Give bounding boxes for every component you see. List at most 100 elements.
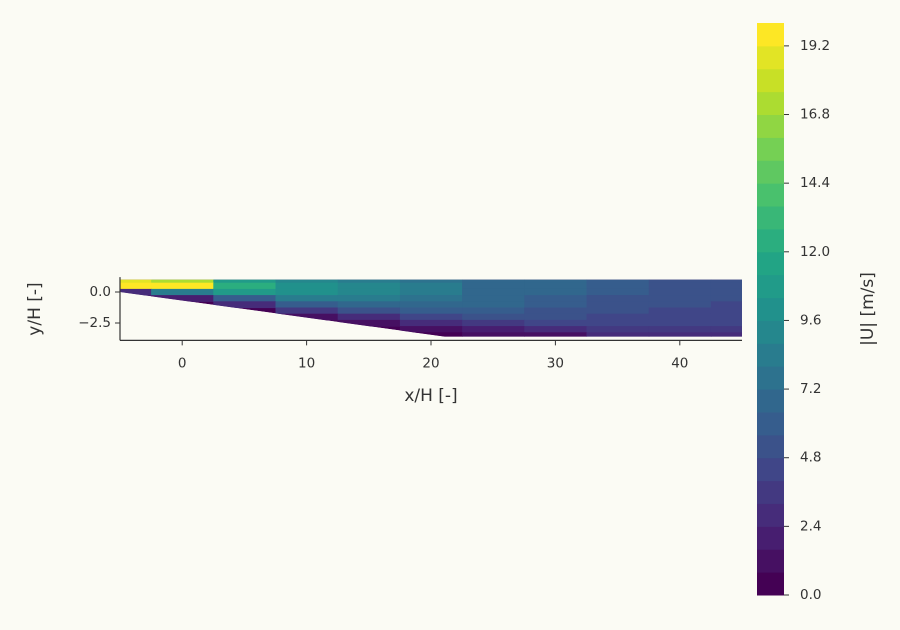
contour-cell bbox=[337, 288, 401, 296]
contour-cell bbox=[648, 288, 712, 296]
contour-cell bbox=[275, 288, 339, 296]
contour-cell bbox=[275, 282, 339, 290]
contour-cell bbox=[337, 307, 401, 315]
colorbar-band bbox=[757, 137, 784, 161]
contour-cell bbox=[524, 295, 588, 302]
contour-cell bbox=[213, 288, 277, 296]
contour-cell bbox=[710, 282, 742, 290]
colorbar-tick-label: 16.8 bbox=[800, 107, 830, 123]
contour-cell bbox=[462, 301, 525, 309]
colorbar-label: |U| [m/s] bbox=[858, 272, 878, 346]
contour-cell bbox=[710, 301, 742, 309]
contour-cell bbox=[151, 279, 214, 284]
colorbar-tick-label: 2.4 bbox=[800, 518, 821, 534]
colorbar-band bbox=[757, 23, 784, 47]
contour-cell bbox=[213, 295, 277, 302]
contour-cell bbox=[337, 313, 401, 321]
contour-cell bbox=[586, 326, 650, 333]
colorbar-tick-label: 4.8 bbox=[800, 450, 821, 466]
contour-cell bbox=[710, 279, 742, 284]
colorbar-band bbox=[757, 45, 784, 70]
colorbar-band bbox=[757, 434, 784, 459]
contour-cell bbox=[462, 307, 525, 315]
contour-cell bbox=[710, 295, 742, 302]
y-tick-label: −2.5 bbox=[78, 315, 111, 331]
colorbar-band bbox=[757, 114, 784, 138]
colorbar-tick-label: 19.2 bbox=[800, 38, 830, 54]
contour-cell bbox=[462, 332, 525, 337]
contour-cell bbox=[151, 282, 214, 290]
contour-cell bbox=[151, 295, 214, 302]
contour-cell bbox=[648, 307, 712, 315]
colorbar-band bbox=[757, 206, 784, 230]
contour-cell bbox=[120, 288, 152, 296]
contour-cell bbox=[462, 326, 525, 333]
colorbar-band bbox=[757, 411, 784, 436]
contour-cell bbox=[399, 301, 463, 309]
contour-cell bbox=[710, 313, 742, 321]
contour-field bbox=[120, 279, 742, 337]
x-tick-label: 20 bbox=[422, 355, 439, 371]
colorbar-band bbox=[757, 549, 784, 573]
colorbar-tick-label: 7.2 bbox=[800, 381, 821, 397]
contour-cell bbox=[151, 288, 214, 296]
colorbar-band bbox=[757, 320, 784, 344]
contour-cell bbox=[462, 295, 525, 302]
contour-cell bbox=[337, 279, 401, 284]
contour-cell bbox=[648, 301, 712, 309]
contour-cell bbox=[524, 282, 588, 290]
contour-cell bbox=[337, 319, 401, 327]
contour-cell bbox=[337, 295, 401, 302]
contour-cell bbox=[275, 279, 339, 284]
colorbar-band bbox=[757, 68, 784, 93]
colorbar-band bbox=[757, 160, 784, 184]
colorbar-band bbox=[757, 457, 784, 482]
contour-cell bbox=[648, 282, 712, 290]
contour-cell bbox=[586, 279, 650, 284]
contour-cell bbox=[524, 332, 588, 337]
contour-cell bbox=[275, 301, 339, 309]
y-axis-label: y/H [-] bbox=[25, 282, 45, 335]
contour-cell bbox=[648, 313, 712, 321]
colorbar-band bbox=[757, 228, 784, 253]
contour-cell bbox=[275, 313, 339, 321]
colorbar-band bbox=[757, 297, 784, 321]
contour-cell bbox=[586, 288, 650, 296]
contour-cell bbox=[399, 295, 463, 302]
colorbar-band bbox=[757, 274, 784, 299]
contour-cell bbox=[586, 282, 650, 290]
contour-cell bbox=[710, 326, 742, 333]
contour-cell bbox=[648, 279, 712, 284]
colorbar-band bbox=[757, 366, 784, 390]
colorbar-band bbox=[757, 183, 784, 207]
contour-cell bbox=[586, 301, 650, 309]
contour-cell bbox=[399, 326, 463, 333]
contour-cell bbox=[399, 307, 463, 315]
y-tick-label: 0.0 bbox=[90, 284, 111, 300]
contour-cell bbox=[337, 282, 401, 290]
x-tick-label: 0 bbox=[178, 355, 187, 371]
contour-cell bbox=[462, 282, 525, 290]
contour-cell bbox=[524, 313, 588, 321]
contour-cell bbox=[275, 307, 339, 315]
contour-cell bbox=[648, 332, 712, 337]
contour-cell bbox=[586, 313, 650, 321]
contour-cell bbox=[462, 279, 525, 284]
contour-cell bbox=[213, 301, 277, 309]
colorbar-band bbox=[757, 503, 784, 527]
contour-cell bbox=[710, 332, 742, 337]
contour-cell bbox=[710, 319, 742, 327]
contour-cell bbox=[524, 301, 588, 309]
contour-cell bbox=[399, 313, 463, 321]
x-tick-label: 10 bbox=[298, 355, 315, 371]
colorbar-band bbox=[757, 343, 784, 367]
contour-cell bbox=[586, 332, 650, 337]
contour-cell bbox=[399, 319, 463, 327]
contour-cell bbox=[213, 279, 277, 284]
x-tick-label: 40 bbox=[671, 355, 688, 371]
contour-cell bbox=[524, 326, 588, 333]
contour-cell bbox=[586, 295, 650, 302]
contour-cell bbox=[337, 301, 401, 309]
contour-cell bbox=[648, 295, 712, 302]
